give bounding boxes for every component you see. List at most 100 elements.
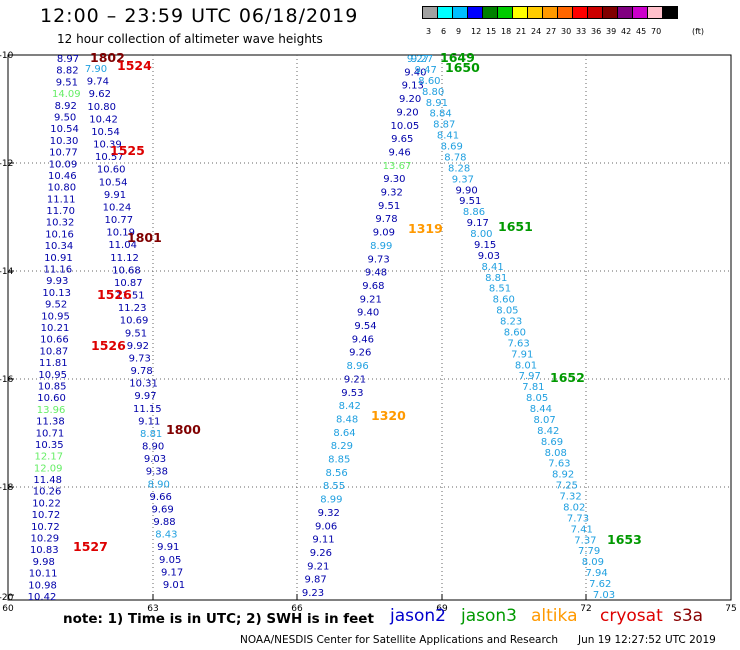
wave-height-value: 8.07 — [533, 415, 555, 426]
latitude-label: -18 — [0, 483, 14, 493]
wave-height-value: 8.05 — [496, 306, 518, 317]
track-time-label: 1319 — [408, 221, 443, 236]
wave-height-value: 10.32 — [46, 218, 75, 229]
wave-height-value: 8.01 — [515, 360, 537, 371]
legend-unit: (ft) — [692, 27, 705, 36]
wave-height-value: 10.87 — [114, 278, 143, 289]
wave-height-value: 9.32 — [318, 508, 340, 519]
legend-sat-cryosat: cryosat — [600, 606, 663, 626]
wave-height-value: 10.54 — [91, 127, 120, 138]
latitude-label: -10 — [0, 51, 14, 61]
wave-height-value: 10.68 — [112, 265, 141, 276]
wave-height-value: 8.41 — [437, 131, 459, 142]
legend-tick-label: 39 — [606, 27, 617, 36]
wave-height-value: 9.27 — [407, 54, 429, 65]
wave-height-value: 9.05 — [159, 555, 181, 566]
wave-height-value: 8.99 — [370, 241, 392, 252]
wave-height-value: 10.11 — [29, 569, 58, 580]
wave-height-value: 9.20 — [399, 94, 421, 105]
wave-height-value: 8.51 — [489, 284, 511, 295]
wave-height-value: 7.97 — [519, 371, 541, 382]
wave-height-value: 9.88 — [153, 517, 175, 528]
wave-height-value: 9.15 — [474, 240, 496, 251]
wave-height-value: 8.81 — [485, 273, 507, 284]
latitude-label: -12 — [0, 159, 13, 169]
wave-height-value: 10.71 — [36, 428, 65, 439]
wave-height-value: 11.81 — [39, 358, 68, 369]
wave-height-value: 7.94 — [585, 568, 607, 579]
wave-height-value: 8.02 — [563, 502, 585, 513]
wave-height-value: 10.54 — [50, 124, 79, 135]
legend-tick-label: 12 — [471, 27, 482, 36]
wave-height-value: 8.43 — [155, 530, 177, 541]
wave-height-value: 9.17 — [161, 567, 183, 578]
wave-height-value: 9.38 — [146, 467, 168, 478]
wave-height-value: 10.34 — [45, 241, 74, 252]
wave-height-value: 8.85 — [328, 455, 350, 466]
wave-height-value: 8.81 — [140, 429, 162, 440]
legend-tick-label: 70 — [651, 27, 662, 36]
wave-height-value: 8.92 — [552, 470, 574, 481]
track-time-label: 1800 — [166, 422, 201, 437]
wave-height-value: 7.32 — [559, 492, 581, 503]
wave-height-value: 9.93 — [46, 276, 68, 287]
page-subtitle: 12 hour collection of altimeter wave hei… — [57, 32, 323, 46]
wave-height-value: 9.73 — [129, 353, 151, 364]
wave-height-value: 11.23 — [118, 303, 147, 314]
wave-height-value: 8.90 — [142, 442, 164, 453]
wave-height-value: 11.11 — [47, 194, 76, 205]
wave-height-value: 8.23 — [500, 317, 522, 328]
wave-height-value: 10.46 — [48, 171, 77, 182]
wave-height-value: 10.95 — [38, 370, 67, 381]
wave-height-value: 10.77 — [105, 215, 134, 226]
legend-sat-jason3: jason3 — [461, 606, 517, 626]
latitude-label: -14 — [0, 267, 14, 277]
wave-height-value: 9.11 — [138, 416, 160, 427]
wave-height-value: 10.66 — [40, 335, 69, 346]
wave-height-value: 10.83 — [30, 545, 59, 556]
wave-height-value: 9.26 — [310, 548, 332, 559]
wave-height-value: 9.40 — [357, 308, 379, 319]
wave-height-value: 11.70 — [46, 206, 75, 217]
track-time-label: 1649 — [440, 50, 475, 65]
track-time-label: 1801 — [127, 230, 162, 245]
wave-height-value: 8.48 — [336, 414, 358, 425]
wave-height-value: 9.51 — [378, 201, 400, 212]
wave-height-value: 9.68 — [362, 281, 384, 292]
wave-height-value: 9.62 — [89, 89, 111, 100]
wave-height-value: 9.21 — [307, 561, 329, 572]
wave-height-value: 9.11 — [312, 535, 334, 546]
track-time-label: 1652 — [550, 370, 585, 385]
footer-note: note: 1) Time is in UTC; 2) SWH is in fe… — [63, 611, 374, 627]
wave-height-value: 8.64 — [333, 428, 355, 439]
wave-height-value: 7.90 — [85, 64, 107, 75]
wave-height-value: 9.47 — [415, 65, 437, 76]
wave-height-value: 8.60 — [418, 76, 440, 87]
wave-height-value: 9.65 — [391, 134, 413, 145]
legend-tick-label: 36 — [591, 27, 602, 36]
wave-height-value: 9.03 — [478, 251, 500, 262]
wave-height-value: 9.13 — [402, 81, 424, 92]
legend-tick-label: 33 — [576, 27, 587, 36]
wave-height-value: 9.98 — [33, 557, 55, 568]
legend-tick-label: 6 — [441, 27, 447, 36]
wave-height-value: 9.92 — [127, 341, 149, 352]
wave-height-value: 9.51 — [125, 328, 147, 339]
wave-height-value: 9.53 — [341, 388, 363, 399]
color-legend: 3 6 9 12 15 18 21 24 27 30 33 36 39 42 45 70 (ft) — [422, 6, 704, 36]
wave-height-value: 9.06 — [315, 521, 337, 532]
wave-height-value: 7.62 — [589, 579, 611, 590]
credit-text: NOAA/NESDIS Center for Satellite Applica… — [240, 634, 558, 646]
wave-height-value: 8.55 — [323, 481, 345, 492]
track-time-label: 1526 — [91, 338, 126, 353]
wave-height-value: 9.91 — [157, 542, 179, 553]
wave-height-value: 10.21 — [41, 323, 70, 334]
wave-height-value: 10.39 — [93, 140, 122, 151]
wave-height-value: 8.60 — [493, 295, 515, 306]
wave-height-value: 10.91 — [44, 253, 73, 264]
page-title: 12:00 – 23:59 UTC 06/18/2019 — [40, 5, 359, 27]
wave-height-value: 7.91 — [511, 349, 533, 360]
wave-height-value: 8.05 — [526, 393, 548, 404]
wave-height-value: 11.38 — [36, 417, 65, 428]
